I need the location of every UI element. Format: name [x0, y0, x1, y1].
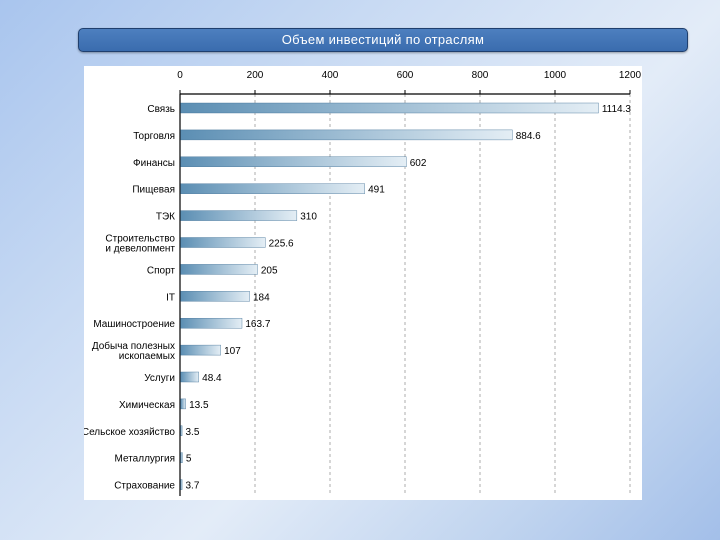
- bar: [180, 102, 599, 114]
- data-label: 1114.3: [602, 104, 632, 115]
- x-tick-label: 600: [397, 70, 414, 81]
- bar: [180, 317, 243, 329]
- x-tick-label: 1000: [544, 70, 567, 81]
- bar: [180, 237, 266, 248]
- category-label: IT: [166, 292, 175, 303]
- category-label: Металлургия: [115, 454, 175, 465]
- data-label: 602: [410, 158, 427, 169]
- bar: [180, 264, 258, 275]
- bar: [180, 156, 407, 168]
- bar: [180, 183, 365, 194]
- category-label: Пищевая: [132, 185, 175, 196]
- bar: [180, 210, 298, 221]
- category-label: Торговля: [133, 131, 175, 142]
- bar: [180, 479, 183, 490]
- category-label: Машиностроение: [93, 319, 175, 330]
- category-label: Сельское хозяйство: [84, 427, 175, 438]
- data-label: 3.5: [186, 427, 200, 438]
- data-label: 13.5: [189, 400, 209, 411]
- data-label: 310: [300, 212, 317, 223]
- data-label: 107: [224, 346, 241, 357]
- data-label: 184: [253, 292, 270, 303]
- bar: [180, 291, 250, 302]
- x-tick-label: 0: [177, 70, 183, 81]
- bar: [180, 425, 183, 436]
- bar: [180, 371, 199, 383]
- category-label: Страхование: [114, 481, 175, 492]
- bar: [180, 344, 221, 356]
- bar-chart: 0 200 400 600 800 1000 1200 1114.3 Связь 884.6 Тор…: [84, 70, 642, 496]
- data-label: 3.7: [186, 481, 200, 492]
- x-tick-label: 400: [322, 70, 339, 81]
- x-tick-label: 800: [472, 70, 489, 81]
- category-label: Строительство: [105, 234, 175, 245]
- category-label: Связь: [147, 104, 175, 115]
- category-label: ТЭК: [156, 212, 175, 223]
- bar: [180, 452, 183, 463]
- bar: [180, 129, 513, 141]
- x-tick-label: 200: [247, 70, 264, 81]
- category-label: Спорт: [147, 265, 176, 276]
- bar: [180, 398, 186, 410]
- slide-title: Объем инвестиций по отраслям: [78, 28, 688, 52]
- category-label: Финансы: [133, 158, 175, 169]
- data-label: 205: [261, 265, 278, 276]
- category-label: ископаемых: [119, 351, 175, 362]
- data-label: 48.4: [202, 373, 222, 384]
- data-label: 884.6: [516, 131, 541, 142]
- category-label: и девелопмент: [105, 244, 175, 255]
- category-label: Химическая: [119, 400, 175, 411]
- data-label: 163.7: [245, 319, 270, 330]
- data-label: 491: [368, 185, 385, 196]
- category-label: Добыча полезных: [92, 340, 175, 352]
- x-tick-label: 1200: [619, 70, 642, 81]
- data-label: 5: [186, 454, 192, 465]
- category-label: Услуги: [144, 373, 175, 384]
- chart-panel: 0 200 400 600 800 1000 1200 1114.3 Связь 884.6 Тор…: [84, 66, 642, 500]
- data-label: 225.6: [269, 239, 294, 250]
